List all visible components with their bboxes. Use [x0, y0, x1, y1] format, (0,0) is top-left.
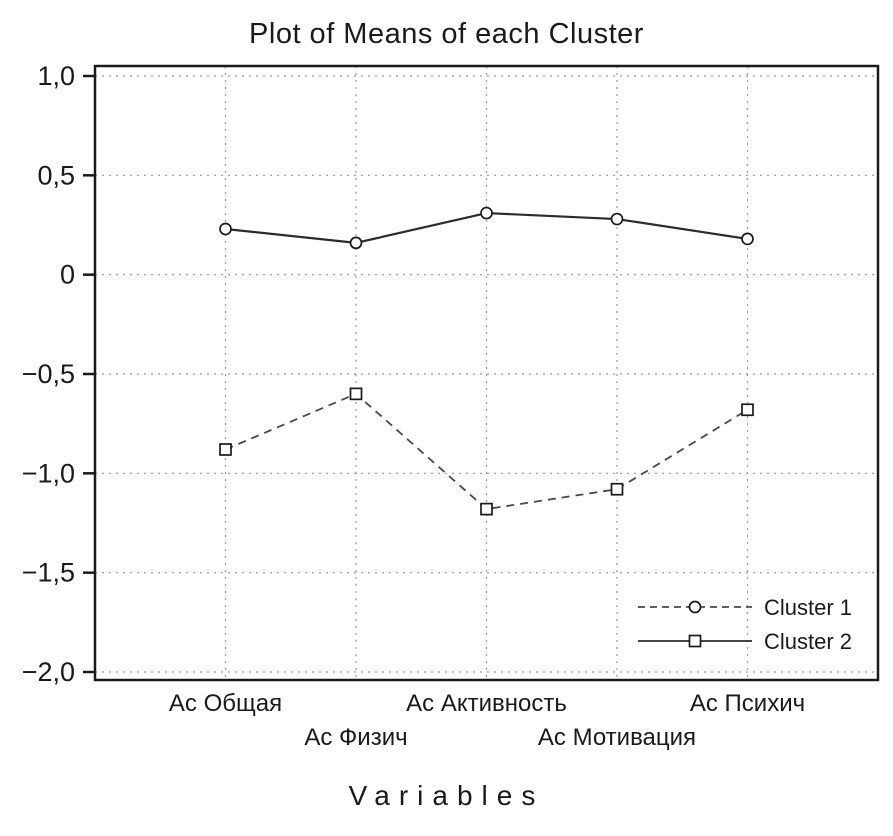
y-tick-label: −1,0: [22, 458, 75, 488]
x-tick-label: Ас Общая: [169, 690, 282, 717]
legend-label: Cluster 1: [764, 595, 852, 620]
y-tick-label: 0,5: [37, 160, 75, 190]
y-tick-label: 0: [60, 260, 75, 290]
marker-circle-icon: [219, 222, 232, 236]
legend-marker-circle-icon: [688, 600, 702, 614]
marker-square-icon: [741, 403, 754, 417]
marker-circle-icon: [349, 236, 363, 250]
x-tick-label: Ас Активность: [406, 690, 567, 717]
marker-circle-icon: [610, 212, 624, 226]
legend-marker-square-icon: [688, 634, 702, 648]
x-tick-label: Ас Мотивация: [538, 724, 696, 751]
y-tick-label: −2,0: [22, 657, 75, 687]
x-tick-label: Ас Физич: [304, 724, 407, 751]
x-tick-label: Ас Психич: [690, 690, 805, 717]
chart-title: Plot of Means of each Cluster: [249, 18, 644, 50]
y-tick-label: −0,5: [22, 359, 75, 389]
marker-square-icon: [480, 502, 493, 516]
marker-circle-icon: [741, 232, 754, 246]
x-axis-title: Variables: [348, 780, 545, 811]
y-tick-label: 1,0: [37, 61, 75, 91]
marker-circle-icon: [480, 206, 493, 220]
marker-square-icon: [349, 387, 363, 401]
y-tick-label: −1,5: [22, 558, 75, 588]
marker-square-icon: [610, 482, 624, 496]
legend-label: Cluster 2: [764, 629, 852, 654]
marker-square-icon: [219, 443, 232, 456]
